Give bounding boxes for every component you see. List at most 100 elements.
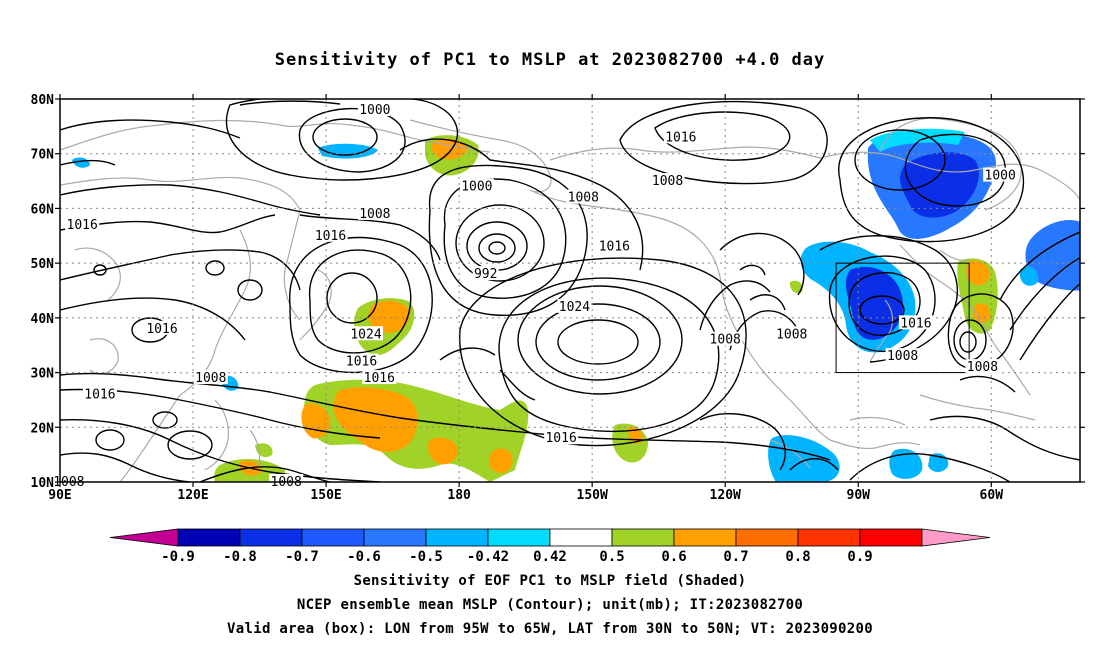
contour-label: 1016	[346, 355, 377, 370]
contour-label: 1016	[84, 387, 115, 402]
colorbar-swatch	[735, 528, 799, 547]
contour-low-992-inner	[488, 241, 506, 255]
colorbar-swatch	[301, 528, 365, 547]
colorbar-swatch	[363, 528, 427, 547]
lon-label: 180	[447, 488, 471, 503]
contour-label: 1016	[315, 229, 346, 244]
contour-label-bg	[269, 474, 304, 488]
contour-label-bg	[983, 167, 1018, 182]
shade-negative-caribbean	[889, 448, 923, 479]
contour-label-bg	[544, 430, 579, 445]
shade-negative-bering	[318, 143, 378, 159]
contour-low-1000	[455, 204, 545, 282]
lon-label: 60W	[980, 488, 1004, 503]
valid-area-box	[835, 262, 970, 374]
contour-label: 1008	[359, 207, 390, 222]
contour-label-bg	[965, 359, 1000, 374]
contour-high-1024-pac	[557, 319, 639, 365]
contour-label-bg	[357, 101, 392, 116]
map-frame	[59, 98, 1081, 483]
contour-label: 1000	[985, 169, 1016, 184]
colorbar-label: -0.8	[223, 549, 257, 565]
graticule	[60, 99, 1080, 482]
colorbar-label: 0.7	[723, 549, 748, 565]
mslp-contours	[60, 99, 1080, 482]
colorbar-swatch	[177, 528, 241, 547]
contour-label-bg	[357, 205, 392, 220]
contour-label-bg	[650, 173, 685, 188]
contour-label-bg	[774, 326, 809, 341]
contour-label: 1016	[900, 316, 931, 331]
colorbar-swatch	[549, 528, 613, 547]
caption-line-3: Valid area (box): LON from 95W to 65W, L…	[227, 621, 873, 637]
lat-label: 80N	[31, 93, 55, 108]
contour-label-bg	[82, 386, 117, 401]
lat-label: 30N	[31, 367, 55, 382]
colorbar-label: -0.6	[347, 549, 381, 565]
lon-label: 120W	[710, 488, 741, 503]
colorbar-label: 0.9	[847, 549, 872, 565]
lat-label: 50N	[31, 257, 55, 272]
lon-label: 120E	[177, 488, 208, 503]
contour-label-bg	[597, 238, 632, 253]
caption-line-1: Sensitivity of EOF PC1 to MSLP field (Sh…	[353, 573, 747, 589]
lon-label: 90W	[847, 488, 871, 503]
colorbar-label: 0.5	[599, 549, 624, 565]
contour-label-bg	[193, 370, 228, 385]
contour-label: 1008	[710, 333, 741, 348]
contour-label: 1016	[545, 431, 576, 446]
contour-label-bg	[472, 266, 499, 281]
contour-label-bg	[663, 129, 698, 144]
lat-label: 70N	[31, 148, 55, 163]
contour-label: 1008	[195, 371, 226, 386]
colorbar-over-triangle	[921, 528, 991, 547]
contour-low-992	[478, 233, 516, 263]
map-axes: 90E 120E 150E 180 150W 120W 90W 60W 80N 70N 60N 50N…	[31, 93, 1085, 503]
colorbar-swatch	[673, 528, 737, 547]
caption-line-2: NCEP ensemble mean MSLP (Contour); unit(…	[296, 597, 804, 613]
lon-label: 150W	[577, 488, 608, 503]
contour-label-bg	[145, 320, 179, 335]
shade-negative-atlantic-edge	[1019, 266, 1039, 286]
contour-label: 1016	[146, 322, 177, 337]
contour-label: 1008	[887, 349, 918, 364]
contour-label: 1016	[67, 218, 98, 233]
contour-label-bg	[885, 348, 920, 363]
contour-label: 1000	[359, 103, 390, 118]
contour-label: 992	[474, 267, 497, 282]
contour-label-bg	[313, 227, 348, 242]
contour-label-bg	[349, 326, 383, 341]
contour-label-bg	[65, 216, 100, 231]
colorbar-swatch	[487, 528, 551, 547]
lon-label: 90E	[48, 488, 71, 503]
colorbar-swatch	[425, 528, 489, 547]
colorbar-label: -0.5	[409, 549, 443, 565]
colorbar: -0.9 -0.8 -0.7 -0.6 -0.5 -0.42 0.42 0.5 0.6 0.7 0.…	[109, 528, 991, 565]
colorbar-swatch	[859, 528, 923, 547]
lon-label: 150E	[310, 488, 341, 503]
contour-label: 1016	[364, 371, 395, 386]
shade-positive-japan-core	[368, 300, 411, 334]
colorbar-swatch	[611, 528, 675, 547]
contour-label: 1008	[652, 174, 683, 189]
contour-label: 1024	[559, 300, 590, 315]
lat-label: 60N	[31, 202, 55, 217]
contour-label: 1000	[461, 180, 492, 195]
shade-positive-pacific-core-2	[301, 403, 331, 439]
contour-label: 1024	[350, 327, 381, 342]
shade-negative-canada-core	[900, 152, 979, 218]
colorbar-under-triangle	[109, 528, 179, 547]
shade-negative-greatlakes-core	[845, 266, 904, 340]
contour-label-bg	[557, 298, 592, 313]
colorbar-label: -0.7	[285, 549, 319, 565]
shade-positive-pacific-core-3	[427, 437, 458, 465]
colorbar-label: 0.6	[661, 549, 686, 565]
contour-label: 1016	[665, 130, 696, 145]
colorbar-label: 0.8	[785, 549, 810, 565]
contour-label: 1008	[568, 190, 599, 205]
colorbar-swatch	[239, 528, 303, 547]
lat-label: 20N	[31, 421, 55, 436]
lat-label: 40N	[31, 312, 55, 327]
